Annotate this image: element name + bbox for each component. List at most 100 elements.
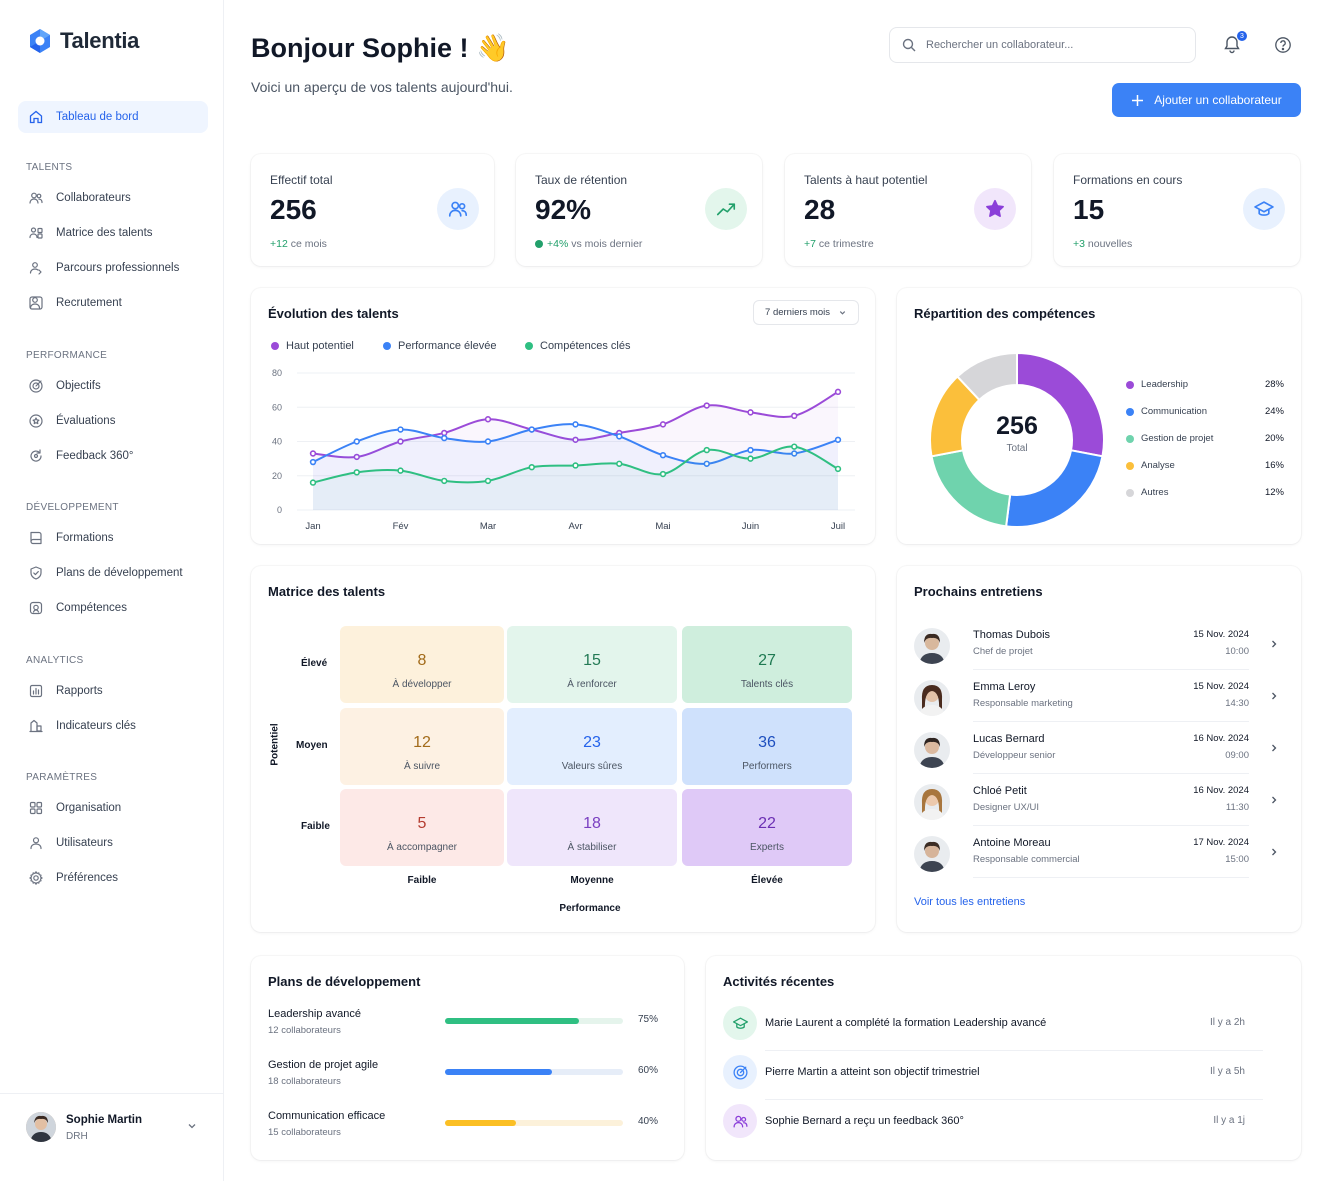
stat-icon-badge — [437, 188, 479, 230]
interview-time: 10:00 — [1225, 646, 1249, 657]
sidebar-item-plans-de-developpement[interactable]: Plans de développement — [28, 563, 183, 583]
matrix-cell-count: 36 — [758, 734, 776, 751]
plan-item[interactable]: Gestion de projet agile 18 collaborateurs… — [268, 1059, 658, 1099]
stat-delta: +7 — [804, 238, 816, 250]
view-all-interviews-link[interactable]: Voir tous les entretiens — [914, 896, 1026, 908]
matrix-cell-label: À renforcer — [567, 679, 617, 690]
activity-time: Il y a 5h — [1209, 1066, 1245, 1077]
activity-text: Marie Laurent a complété la formation Le… — [765, 1017, 1047, 1029]
sidebar-item-organisation[interactable]: Organisation — [28, 798, 121, 818]
chevron-right-icon — [1272, 640, 1277, 648]
period-select-value: 7 derniers mois — [765, 307, 830, 318]
sidebar-item-parcours-professionnels[interactable]: Parcours professionnels — [28, 258, 179, 278]
matrix-cell[interactable]: 23 Valeurs sûres — [507, 708, 677, 785]
legend-label: Analyse — [1141, 460, 1175, 471]
sidebar-item-label: Feedback 360° — [56, 450, 134, 462]
star-circle-icon — [29, 414, 43, 428]
chevron-down-icon[interactable] — [186, 1120, 198, 1132]
sidebar: Talentia Tableau de bord TALENTS Collabor… — [0, 0, 224, 1181]
user-profile[interactable]: Sophie Martin DRH — [0, 1093, 224, 1181]
sidebar-item-dashboard[interactable]: Tableau de bord — [18, 101, 208, 133]
matrix-cell-label: À développer — [392, 679, 452, 690]
stat-card: Formations en cours 15 +3 nouvelles — [1054, 154, 1300, 266]
matrix-cell[interactable]: 18 À stabiliser — [507, 789, 677, 866]
help-icon[interactable] — [1274, 36, 1292, 54]
activity-item[interactable]: Sophie Bernard a reçu un feedback 360° Il… — [723, 1104, 1263, 1152]
stat-card: Effectif total 256 +12 ce mois — [251, 154, 494, 266]
sidebar-item-indicateurs-cles[interactable]: Indicateurs clés — [28, 716, 136, 736]
data-point — [441, 429, 448, 437]
sidebar-item-rapports[interactable]: Rapports — [28, 681, 103, 701]
page-title: Bonjour Sophie ! 👋 — [251, 33, 510, 63]
brand-name: Talentia — [60, 28, 140, 53]
sidebar-item-evaluations[interactable]: Évaluations — [28, 411, 115, 431]
matrix-cell[interactable]: 27 Talents clés — [682, 626, 852, 703]
matrix-cell[interactable]: 15 À renforcer — [507, 626, 677, 703]
activity-time: Il y a 2h — [1209, 1017, 1245, 1028]
data-point — [834, 436, 842, 443]
matrix-cell[interactable]: 36 Performers — [682, 708, 852, 785]
interview-item[interactable]: Thomas Dubois Chef de projet 15 Nov. 2024 1… — [914, 618, 1280, 670]
sidebar-item-utilisateurs[interactable]: Utilisateurs — [28, 833, 113, 853]
matrix-cell-label: Valeurs sûres — [561, 761, 623, 772]
activity-item[interactable]: Pierre Martin a atteint son objectif tri… — [723, 1055, 1263, 1103]
sidebar-item-matrice-des-talents[interactable]: Matrice des talents — [28, 223, 153, 243]
skills-card: Répartition des compétences 256 Total Le… — [897, 288, 1301, 544]
plan-item[interactable]: Leadership avancé 12 collaborateurs 75% — [268, 1008, 658, 1048]
sidebar-item-label: Recrutement — [56, 297, 122, 309]
activities-card: Activités récentes Marie Laurent a compl… — [706, 956, 1301, 1160]
avatar — [914, 836, 950, 872]
period-select[interactable]: 7 derniers mois — [753, 300, 859, 325]
star-icon — [986, 199, 1004, 217]
divider — [973, 773, 1249, 774]
data-point — [834, 465, 842, 473]
interview-role: Développeur senior — [973, 750, 1056, 761]
plan-count: 18 collaborateurs — [268, 1076, 341, 1087]
sidebar-item-objectifs[interactable]: Objectifs — [28, 376, 101, 396]
sidebar-item-label: Tableau de bord — [56, 111, 139, 123]
legend-percent: 20% — [1264, 433, 1284, 444]
logo[interactable]: Talentia — [28, 28, 139, 54]
sidebar-item-competences[interactable]: Compétences — [28, 598, 127, 618]
legend-label: Compétences clés — [540, 340, 631, 352]
interview-item[interactable]: Chloé Petit Designer UX/UI 16 Nov. 2024 11:… — [914, 774, 1280, 826]
sidebar-item-feedback-360[interactable]: Feedback 360° — [28, 446, 134, 466]
stat-delta: +4% — [547, 238, 569, 250]
divider — [973, 877, 1249, 878]
stat-icon-badge — [974, 188, 1016, 230]
interview-item[interactable]: Lucas Bernard Développeur senior 16 Nov. 2… — [914, 722, 1280, 774]
legend-label: Autres — [1141, 487, 1169, 498]
sidebar-item-label: Parcours professionnels — [56, 262, 180, 274]
matrix-x-axis-label: Performance — [559, 903, 621, 914]
matrix-cell[interactable]: 5 À accompagner — [340, 789, 504, 866]
sidebar-item-formations[interactable]: Formations — [28, 528, 114, 548]
bell-icon[interactable] — [1222, 34, 1242, 54]
donut-slice-autres — [956, 351, 1018, 402]
plan-item[interactable]: Communication efficace 15 collaborateurs 4… — [268, 1110, 658, 1150]
data-point — [703, 460, 710, 467]
interview-item[interactable]: Emma Leroy Responsable marketing 15 Nov. 2… — [914, 670, 1280, 722]
sidebar-item-label: Compétences — [56, 602, 127, 614]
matrix-cell[interactable]: 22 Experts — [682, 789, 852, 866]
plan-percent: 60% — [637, 1065, 658, 1076]
data-point — [397, 426, 404, 433]
matrix-cell[interactable]: 12 À suivre — [340, 708, 504, 785]
avatar — [914, 680, 950, 716]
matrix-cell[interactable]: 8 À développer — [340, 626, 504, 703]
search-input[interactable]: Rechercher un collaborateur... — [889, 27, 1196, 63]
matrix-cell-label: À stabiliser — [567, 842, 617, 853]
add-collaborator-button[interactable]: Ajouter un collaborateur — [1112, 83, 1301, 117]
interview-item[interactable]: Antoine Moreau Responsable commercial 17 N… — [914, 826, 1280, 878]
activity-item[interactable]: Marie Laurent a complété la formation Le… — [723, 1006, 1263, 1054]
talentia-logo-icon — [30, 29, 50, 53]
sidebar-item-collaborateurs[interactable]: Collaborateurs — [28, 188, 131, 208]
divider — [973, 721, 1249, 722]
stat-note: +12 ce mois — [270, 238, 327, 250]
stat-label: Formations en cours — [1073, 173, 1183, 187]
data-point — [791, 412, 798, 420]
legend-dot — [1126, 407, 1134, 416]
sidebar-item-preferences[interactable]: Préférences — [28, 868, 118, 888]
y-tick-label: 20 — [272, 471, 282, 481]
stat-card: Talents à haut potentiel 28 +7 ce trimestr… — [785, 154, 1031, 266]
sidebar-item-recrutement[interactable]: Recrutement — [28, 293, 122, 313]
